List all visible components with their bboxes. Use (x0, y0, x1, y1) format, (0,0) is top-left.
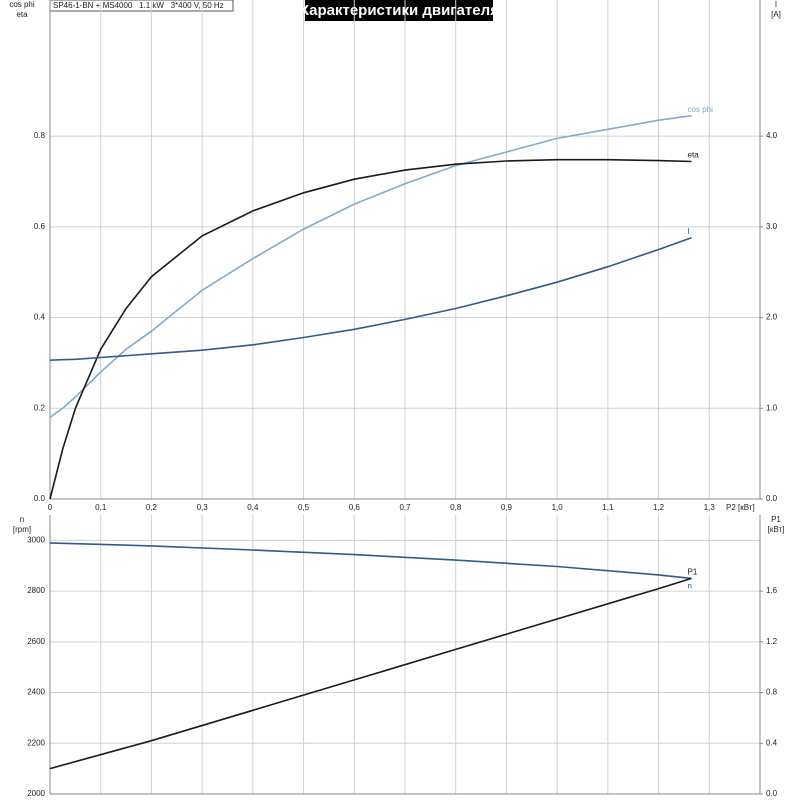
y-tick-label: 2000 (27, 789, 45, 798)
y-axis-label: n (20, 515, 24, 524)
y2-axis-label: P1 (771, 515, 781, 524)
curve-label: I (688, 227, 690, 236)
y-tick-label: 2200 (27, 738, 45, 747)
y2-tick-label: 4.0 (766, 131, 778, 140)
x-tick-label: 0,1 (95, 503, 107, 512)
y-axis-label: [rpm] (13, 525, 31, 534)
y-tick-label: 0.4 (34, 313, 46, 322)
y-tick-label: 0.2 (34, 403, 46, 412)
x-tick-label: 1,2 (653, 503, 665, 512)
curve (49, 236, 692, 361)
y2-tick-label: 0.0 (766, 789, 778, 798)
chart-title: Характеристики двигателя (299, 2, 499, 19)
y2-tick-label: 0.0 (766, 494, 778, 503)
y2-tick-label: 2.0 (766, 313, 778, 322)
curve (49, 577, 692, 770)
y2-tick-label: 1.2 (766, 637, 778, 646)
x-tick-label: 1,3 (704, 503, 716, 512)
x-tick-label: 0,5 (298, 503, 310, 512)
y-tick-label: 0.6 (34, 222, 46, 231)
title-box (305, 0, 493, 21)
chart-subtitle: SP46-1-BN + MS4000 1.1 kW 3*400 V, 50 Hz (53, 1, 224, 10)
y-tick-label: 2800 (27, 586, 45, 595)
y-axis-label: cos phi (9, 0, 35, 9)
curve-label: n (688, 582, 692, 591)
x-tick-label: 0,6 (349, 503, 361, 512)
x-tick-label: 0,3 (197, 503, 209, 512)
y-axis-label: eta (16, 10, 28, 19)
x-tick-label: 0,4 (247, 503, 259, 512)
curve (49, 158, 692, 500)
y-tick-label: 0.0 (34, 494, 46, 503)
y2-tick-label: 1.0 (766, 403, 778, 412)
y-tick-label: 3000 (27, 535, 45, 544)
y2-tick-label: 1.6 (766, 586, 778, 595)
curve (49, 542, 692, 580)
y2-tick-label: 0.8 (766, 688, 778, 697)
y-tick-label: 2600 (27, 637, 45, 646)
x-tick-label: 1,0 (552, 503, 564, 512)
y2-axis-label: I (775, 0, 777, 9)
y2-tick-label: 3.0 (766, 222, 778, 231)
y-tick-label: 2400 (27, 688, 45, 697)
x-axis-label: P2 [кВт] (726, 503, 755, 512)
y-tick-label: 0.8 (34, 131, 46, 140)
x-tick-label: 0,9 (501, 503, 513, 512)
x-tick-label: 0 (48, 503, 53, 512)
curve-label: cos phi (688, 105, 714, 114)
y2-axis-label: [кВт] (768, 525, 785, 534)
x-tick-label: 1,1 (602, 503, 614, 512)
curve-label: eta (688, 151, 700, 160)
curve (49, 114, 692, 418)
x-tick-label: 0,7 (399, 503, 411, 512)
x-tick-label: 0,8 (450, 503, 462, 512)
y2-axis-label: [A] (771, 10, 781, 19)
x-tick-label: 0,2 (146, 503, 158, 512)
curve-label: P1 (688, 568, 698, 577)
y2-tick-label: 0.4 (766, 738, 778, 747)
